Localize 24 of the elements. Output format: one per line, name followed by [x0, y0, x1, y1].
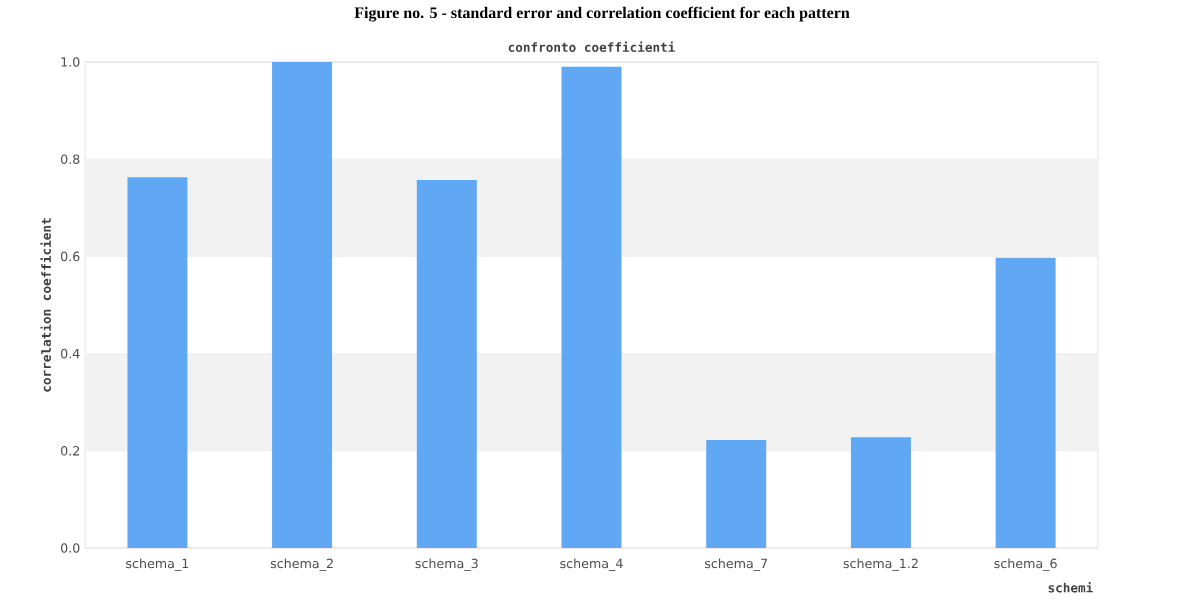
y-tick-label: 0.2	[60, 446, 80, 456]
x-tick-label: schema_2	[270, 558, 333, 572]
bar	[561, 66, 622, 548]
x-tick-label: schema_1.2	[843, 558, 918, 572]
y-tick-label: 0.0	[60, 543, 80, 553]
y-tick-label: 0.8	[60, 154, 80, 164]
x-tick-label: schema_4	[560, 558, 623, 572]
y-tick-label: 0.6	[60, 251, 80, 262]
bar	[416, 180, 477, 548]
x-tick-label: schema_3	[415, 558, 478, 572]
y-axis-title: correlation coefficient	[40, 218, 51, 392]
bar	[995, 257, 1056, 548]
bar	[706, 440, 767, 548]
x-tick-label: schema_1	[126, 558, 189, 572]
chart-title: confronto coefficienti	[508, 41, 675, 52]
x-tick-label: schema_7	[704, 558, 768, 572]
x-tick-label: schema_6	[994, 558, 1057, 572]
y-tick-label: 1.0	[61, 57, 80, 67]
bar	[850, 437, 911, 548]
bar	[272, 62, 333, 548]
text: Figure no. 5 - standard error and correlation coefficient for each pattern	[354, 6, 850, 22]
y-tick-label: 0.4	[60, 348, 80, 359]
bar	[127, 177, 188, 548]
x-axis-title: schemi	[1048, 582, 1093, 593]
